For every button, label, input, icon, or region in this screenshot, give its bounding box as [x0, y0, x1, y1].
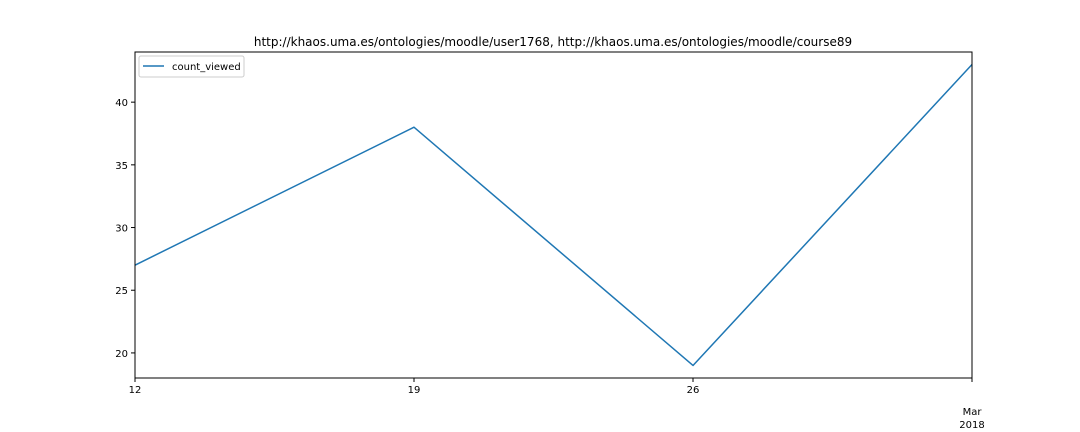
y-tick-label: 25	[115, 286, 128, 297]
x-tick-label: 19	[408, 385, 421, 396]
x-tick-label: 26	[687, 385, 700, 396]
chart-title: http://khaos.uma.es/ontologies/moodle/us…	[254, 35, 852, 49]
y-tick-label: 30	[115, 224, 128, 235]
y-axis: 20 25 30 35 40	[115, 98, 135, 360]
legend-box	[138, 55, 245, 78]
legend-label-count-viewed: count_viewed	[172, 62, 241, 73]
x-axis: 12 19 26 Mar 2018	[129, 378, 985, 431]
legend: count_viewed	[138, 55, 245, 78]
y-tick-label: 35	[115, 161, 128, 172]
y-tick-label: 20	[115, 349, 128, 360]
y-tick-label: 40	[115, 98, 128, 109]
series-layer	[134, 64, 973, 367]
x-tick-sublabel: 2018	[959, 420, 984, 431]
series-line-count-viewed	[134, 64, 973, 367]
plot-frame	[134, 51, 973, 379]
x-tick-label: Mar	[963, 407, 983, 418]
x-tick-label: 12	[129, 385, 142, 396]
